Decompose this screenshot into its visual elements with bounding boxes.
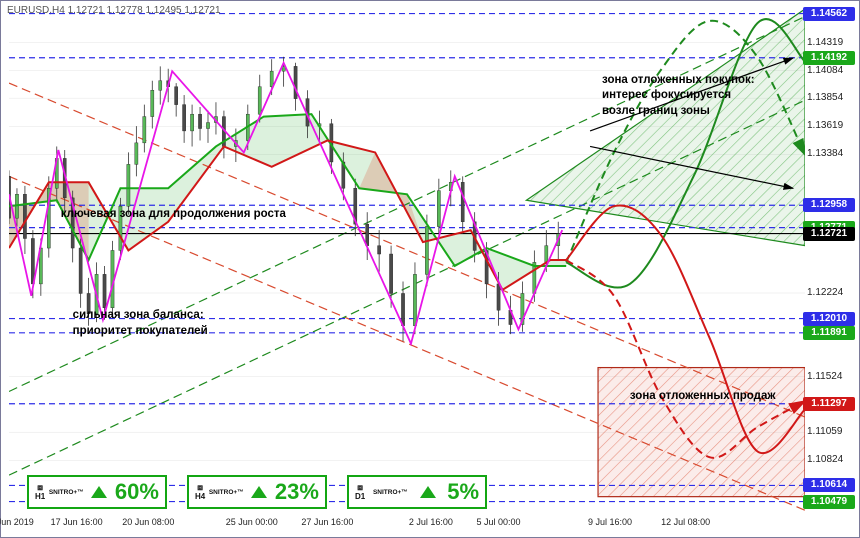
price-tag: 1.14192 xyxy=(803,51,855,65)
y-tick: 1.13619 xyxy=(803,121,859,131)
y-tick: 1.13384 xyxy=(803,149,859,159)
snitro-tf: ⧈H1 xyxy=(35,483,45,501)
x-tick: 2 Jul 16:00 xyxy=(409,517,453,527)
cloud-fill xyxy=(9,114,566,290)
x-tick: 20 Jun 08:00 xyxy=(122,517,174,527)
price-tag: 1.14562 xyxy=(803,7,855,21)
price-tag: 1.10479 xyxy=(803,495,855,509)
price-tag: 1.12958 xyxy=(803,198,855,212)
snitro-pct: 5% xyxy=(447,479,479,505)
ann-buy-zone: зона отложенных покупок:интерес фокусиру… xyxy=(602,73,755,120)
y-tick: 1.11059 xyxy=(803,427,859,437)
y-tick: 1.11524 xyxy=(803,372,859,382)
y-tick: 1.14319 xyxy=(803,38,859,48)
y-axis: 1.14319 1.14084 1.13854 1.13619 1.13384 1.122… xyxy=(803,9,859,509)
buy-zone xyxy=(526,9,805,246)
ann-key-zone: ключевая зона для продолжения роста xyxy=(61,207,286,223)
snitro-tf: ⧈H4 xyxy=(195,483,205,501)
y-tick: 1.13854 xyxy=(803,93,859,103)
y-tick: 1.10824 xyxy=(803,455,859,465)
x-tick: 13 Jun 2019 xyxy=(0,517,34,527)
x-tick: 25 Jun 00:00 xyxy=(226,517,278,527)
price-tag: 1.11297 xyxy=(803,397,855,411)
chart-root: EURUSD,H4 1.12721 1.12778 1.12495 1.1272… xyxy=(0,0,860,538)
price-tag: 1.12721 xyxy=(803,227,855,241)
snitro-pct: 23% xyxy=(275,479,319,505)
price-tag: 1.12010 xyxy=(803,312,855,326)
arrow-up-icon xyxy=(91,486,107,498)
ann-balance: сильная зона баланса:приоритет покупател… xyxy=(73,308,208,339)
x-tick: 17 Jun 16:00 xyxy=(51,517,103,527)
x-tick: 9 Jul 16:00 xyxy=(588,517,632,527)
snitro-pct: 60% xyxy=(115,479,159,505)
x-tick: 5 Jul 00:00 xyxy=(477,517,521,527)
x-axis: 13 Jun 201917 Jun 16:0020 Jun 08:0025 Ju… xyxy=(9,509,803,537)
price-tag: 1.10614 xyxy=(803,478,855,492)
x-tick: 12 Jul 08:00 xyxy=(661,517,710,527)
y-tick: 1.12224 xyxy=(803,288,859,298)
sell-zone xyxy=(598,368,805,497)
snitro-panel-d1: ⧈D1 SNITRO+™ 5% xyxy=(347,475,487,509)
arrow-up-icon xyxy=(251,486,267,498)
snitro-tf: ⧈D1 xyxy=(355,483,365,501)
snitro-brand: SNITRO+™ xyxy=(49,489,84,496)
y-tick: 1.14084 xyxy=(803,66,859,76)
snitro-panel-h1: ⧈H1 SNITRO+™ 60% xyxy=(27,475,167,509)
arrow-up-icon xyxy=(420,486,436,498)
snitro-panel-h4: ⧈H4 SNITRO+™ 23% xyxy=(187,475,327,509)
price-tag: 1.11891 xyxy=(803,326,855,340)
x-tick: 27 Jun 16:00 xyxy=(301,517,353,527)
ann-sell-zone: зона отложенных продаж xyxy=(630,389,776,405)
snitro-brand: SNITRO+™ xyxy=(373,489,408,496)
snitro-brand: SNITRO+™ xyxy=(209,489,244,496)
